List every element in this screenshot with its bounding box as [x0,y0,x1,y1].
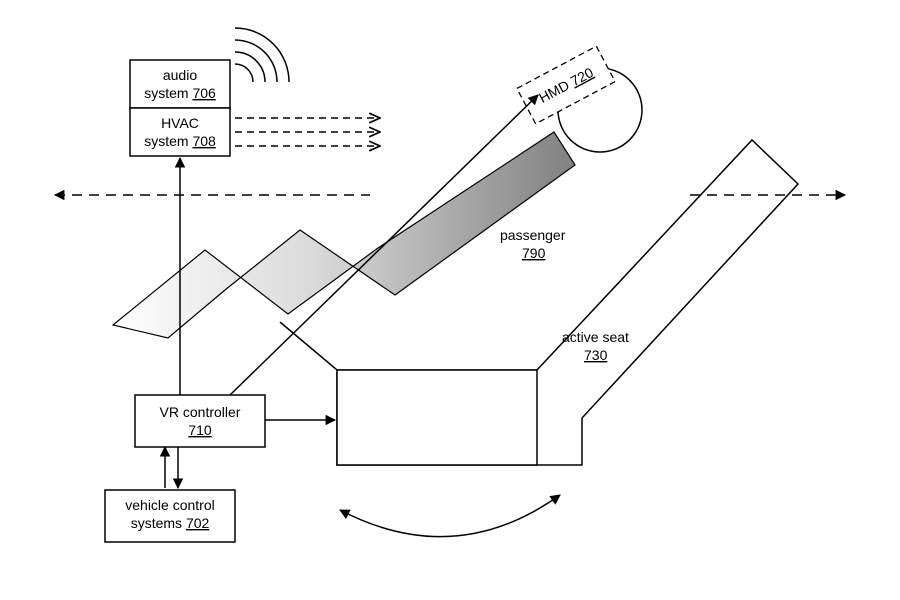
active-seat-ref: 730 [584,347,608,363]
vr-controller-box [135,395,265,447]
hvac-system-label2: system 708 [144,133,216,149]
vr-controller-ref: 710 [188,422,212,438]
audio-system-label: audio [163,67,197,83]
hmd-box: HMD 720 [517,46,615,124]
passenger-ref: 790 [522,245,546,261]
vcs-label1: vehicle control [125,497,215,513]
rocking-motion-arrow [340,495,560,537]
vcs-label2: systems 702 [131,515,210,531]
arrow-vr-to-hmd [230,95,538,395]
vr-controller-label: VR controller [160,404,241,420]
hvac-airflow-arrows [235,118,380,146]
passenger-label: passenger [500,227,566,243]
audio-system-label2: system 706 [144,85,216,101]
hvac-system-label: HVAC [161,115,199,131]
active-seat-label: active seat [562,329,629,345]
seat-base-box [337,370,537,465]
patent-diagram: HMD 720 audio system 706 HVAC system 708… [0,0,900,600]
audio-waves-icon [235,28,289,82]
